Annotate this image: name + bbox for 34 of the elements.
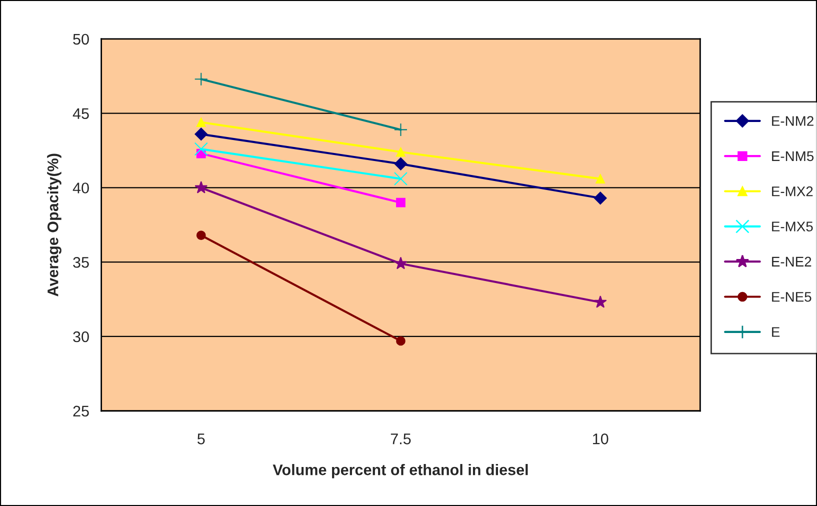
legend-label: E-NM2	[772, 116, 814, 126]
point	[596, 174, 606, 184]
point	[396, 336, 406, 346]
point	[396, 147, 406, 157]
legend-label: E-NM5	[772, 151, 814, 162]
x-tick-label: 7.5	[390, 434, 411, 444]
legend-label: E-MX2	[772, 186, 813, 196]
y-tick-label: 40	[72, 182, 89, 194]
point	[594, 192, 607, 205]
point	[194, 142, 208, 156]
legend-label: E-NE5	[772, 292, 812, 302]
y-tick-label: 35	[73, 256, 89, 268]
legend-label: E	[772, 327, 780, 337]
point	[194, 128, 208, 141]
point	[194, 180, 208, 194]
y-tick-label: 30	[73, 331, 89, 342]
y-tick-label: 45	[72, 108, 89, 120]
x-axis-title: Volume percent of ethanol in diesel	[272, 464, 528, 478]
x-tick-label: 10	[593, 434, 608, 444]
x-tick-label: 5	[197, 434, 205, 444]
point	[194, 72, 208, 86]
point	[394, 256, 408, 270]
legend-label: E-MX5	[772, 222, 813, 232]
legend-label: E-NE2	[772, 256, 812, 266]
y-tick-label: 50	[73, 34, 89, 45]
point	[594, 296, 607, 308]
point	[196, 230, 206, 240]
point	[196, 118, 206, 127]
point	[394, 122, 408, 136]
y-tick-label: 25	[73, 406, 89, 417]
point	[394, 172, 408, 186]
point	[396, 198, 406, 208]
y-axis-title: Average Opacity(%)	[47, 154, 62, 296]
point	[394, 158, 408, 170]
